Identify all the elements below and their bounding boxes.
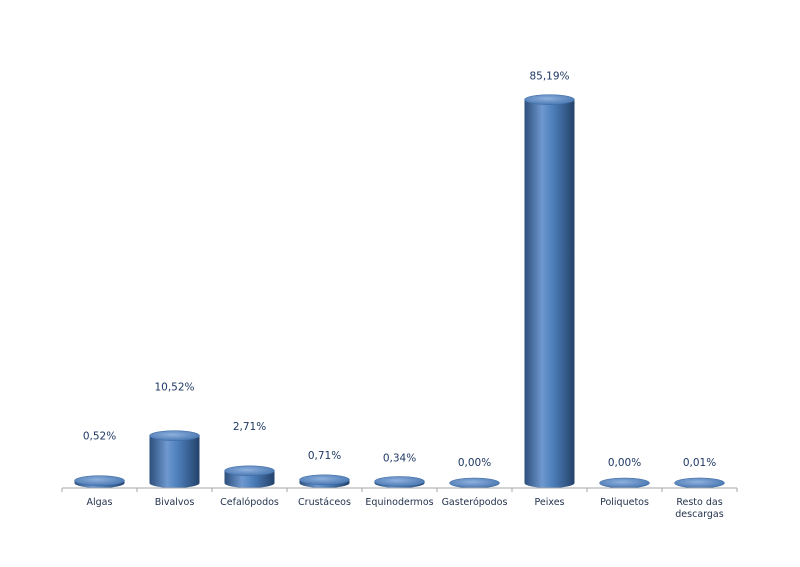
bar-body [149, 435, 200, 488]
category-label: Peixes [535, 497, 565, 508]
category-label: Gasterópodos [442, 497, 508, 508]
bar-cap [374, 476, 425, 487]
category-label: Bivalvos [155, 497, 195, 508]
data-label: 0,71% [308, 450, 341, 462]
bar-cap [149, 430, 200, 441]
data-label: 10,52% [154, 382, 194, 394]
bar-cap [524, 94, 575, 105]
category-label: Poliquetos [600, 497, 649, 508]
data-label: 0,00% [458, 457, 491, 469]
bar-body [524, 99, 575, 489]
bar-6 [524, 94, 575, 489]
data-label: 0,01% [683, 457, 716, 469]
bar-4 [374, 476, 425, 488]
category-label: Cefalópodos [220, 497, 279, 508]
data-label: 0,00% [608, 457, 641, 469]
bar-cap [674, 477, 725, 489]
bar-1 [149, 430, 200, 488]
bar-cap [224, 465, 275, 477]
bar-7 [599, 477, 650, 489]
bar-3 [299, 474, 350, 488]
category-label: Crustáceos [298, 497, 351, 508]
bar-cap [299, 474, 350, 486]
bar-8 [674, 477, 725, 489]
bar-5 [449, 477, 500, 489]
category-label: Algas [87, 497, 113, 508]
data-label: 0,52% [83, 431, 116, 443]
bar-cap [449, 477, 500, 489]
data-label: 2,71% [233, 421, 266, 433]
data-label: 0,34% [383, 452, 416, 464]
category-label: Equinodermos [365, 497, 433, 508]
bar-0 [74, 475, 125, 488]
bar-cap [599, 477, 650, 489]
category-label: Resto das descargas [675, 497, 723, 520]
data-label: 85,19% [529, 71, 569, 83]
bar-2 [224, 465, 275, 488]
bar-cap [74, 475, 125, 486]
